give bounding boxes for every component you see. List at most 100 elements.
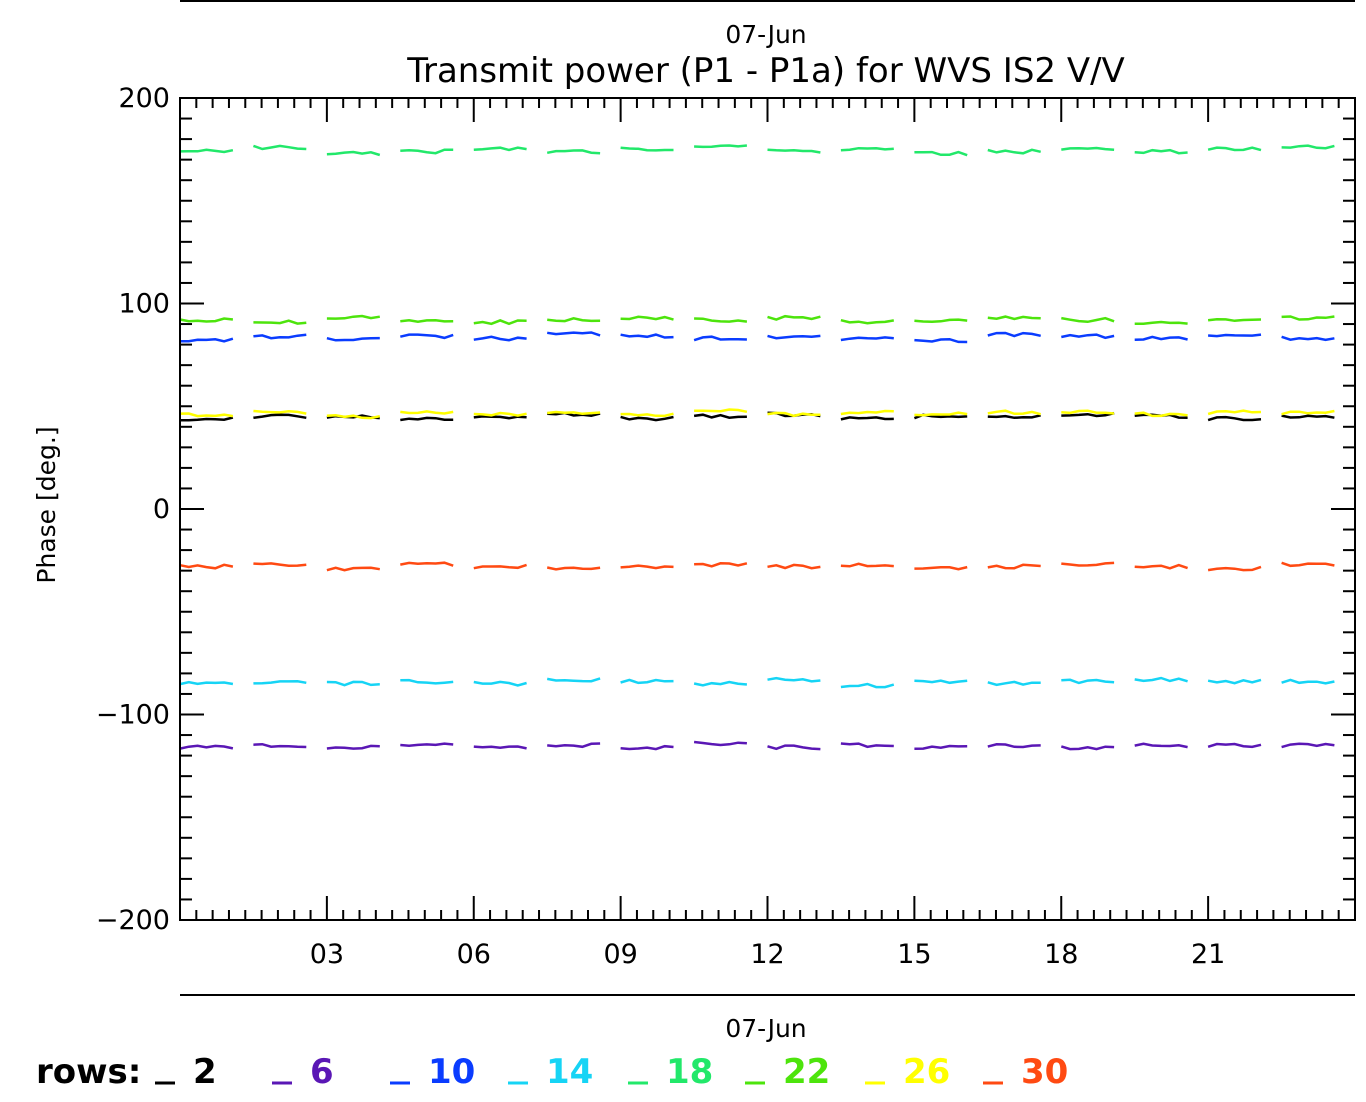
series-18-segment <box>620 146 674 152</box>
series-6-segment <box>1134 742 1188 749</box>
series-18-segment <box>400 148 454 155</box>
series-26-segment <box>400 410 454 415</box>
series-14-segment <box>1061 678 1115 685</box>
series-30-segment <box>253 562 307 568</box>
series-6-segment <box>179 744 234 750</box>
series-30-segment <box>840 562 894 568</box>
series-18-segment <box>694 144 748 149</box>
series-30-segment <box>914 565 968 571</box>
series-22-segment <box>473 319 527 326</box>
x-tick-label: 09 <box>603 939 637 970</box>
series-22-segment <box>620 315 674 321</box>
series-10-segment <box>620 333 674 339</box>
series-22-segment <box>767 314 821 321</box>
series-22-segment <box>1061 316 1115 324</box>
series-18-segment <box>326 150 381 157</box>
series-6-segment <box>1281 742 1335 749</box>
series-22-segment <box>987 315 1041 321</box>
x-axis-date-label: 07-Jun <box>725 1014 806 1043</box>
y-tick-label: −200 <box>96 905 170 936</box>
series-18-segment <box>1061 146 1115 151</box>
series-2-segment <box>180 416 234 422</box>
x-tick-label: 12 <box>750 939 784 970</box>
series-18-segment <box>840 146 894 152</box>
chart-title: Transmit power (P1 - P1a) for WVS IS2 V/… <box>406 51 1125 91</box>
series-14-segment <box>693 680 748 687</box>
series-14-segment <box>987 680 1041 687</box>
series-14-segment <box>1134 676 1188 683</box>
series-22-segment <box>914 318 968 323</box>
series-14-segment <box>179 680 234 686</box>
series-18-segment <box>179 148 234 154</box>
series-22-segment <box>400 319 454 323</box>
series-6-segment <box>473 745 527 750</box>
series-layer <box>179 144 1335 751</box>
series-26-segment <box>1207 409 1262 416</box>
series-6-segment <box>620 744 674 751</box>
series-18-segment <box>1207 146 1262 152</box>
series-10-segment <box>473 335 527 342</box>
legend-label-2: 2 <box>193 1052 217 1092</box>
series-22-segment <box>326 314 380 320</box>
legend-label-22: 22 <box>783 1052 830 1092</box>
series-30-segment <box>987 563 1041 570</box>
series-30-segment <box>400 561 454 567</box>
x-tick-label: 03 <box>310 939 344 970</box>
x-tick-label: 15 <box>897 939 931 970</box>
series-10-segment <box>914 337 968 344</box>
series-22-segment <box>547 317 601 323</box>
series-26-segment <box>473 411 527 417</box>
series-10-segment <box>1134 335 1188 341</box>
legend-label-26: 26 <box>903 1052 950 1092</box>
series-10-segment <box>547 331 601 337</box>
series-14-segment <box>767 676 821 683</box>
series-22-segment <box>1281 315 1335 321</box>
series-14-segment <box>253 680 307 685</box>
series-10-segment <box>840 336 894 342</box>
series-6-segment <box>987 743 1041 749</box>
series-18-segment <box>987 148 1041 155</box>
series-14-segment <box>1281 678 1335 685</box>
series-2-segment <box>840 416 894 421</box>
series-2-segment <box>253 413 307 420</box>
series-26-segment <box>987 409 1042 416</box>
series-6-segment <box>840 742 894 749</box>
series-18-segment <box>473 146 527 152</box>
x-tick-label: 18 <box>1044 939 1078 970</box>
series-2-segment <box>1281 414 1335 419</box>
series-26-segment <box>326 414 381 420</box>
series-30-segment <box>326 566 380 572</box>
series-18-segment <box>767 148 821 154</box>
series-30-segment <box>546 566 601 571</box>
series-14-segment <box>400 678 454 685</box>
y-tick-label: 200 <box>118 83 170 114</box>
series-14-segment <box>914 679 968 685</box>
series-14-segment <box>620 678 674 685</box>
series-14-segment <box>326 680 380 687</box>
series-30-segment <box>1134 563 1189 570</box>
series-26-segment <box>620 412 674 418</box>
legend-label-6: 6 <box>310 1052 334 1092</box>
series-22-segment <box>840 318 895 325</box>
legend-label-10: 10 <box>428 1052 475 1092</box>
series-30-segment <box>1281 561 1335 568</box>
series-2-segment <box>693 413 747 419</box>
series-6-segment <box>326 744 380 750</box>
series-30-segment <box>767 563 821 570</box>
series-18-segment <box>914 150 968 157</box>
series-14-segment <box>546 677 601 683</box>
y-tick-label: −100 <box>96 700 170 731</box>
x-tick-label: 21 <box>1191 939 1225 970</box>
series-6-segment <box>693 740 747 747</box>
series-6-segment <box>400 742 454 747</box>
x-tick-label: 06 <box>457 939 491 970</box>
legend-label-18: 18 <box>666 1052 713 1092</box>
series-30-segment <box>1061 561 1115 567</box>
series-10-segment <box>1281 335 1335 342</box>
y-tick-label: 0 <box>153 494 170 525</box>
series-6-segment <box>547 742 601 749</box>
series-26-segment <box>547 410 601 416</box>
series-2-segment <box>620 415 674 422</box>
series-26-segment <box>914 411 968 417</box>
